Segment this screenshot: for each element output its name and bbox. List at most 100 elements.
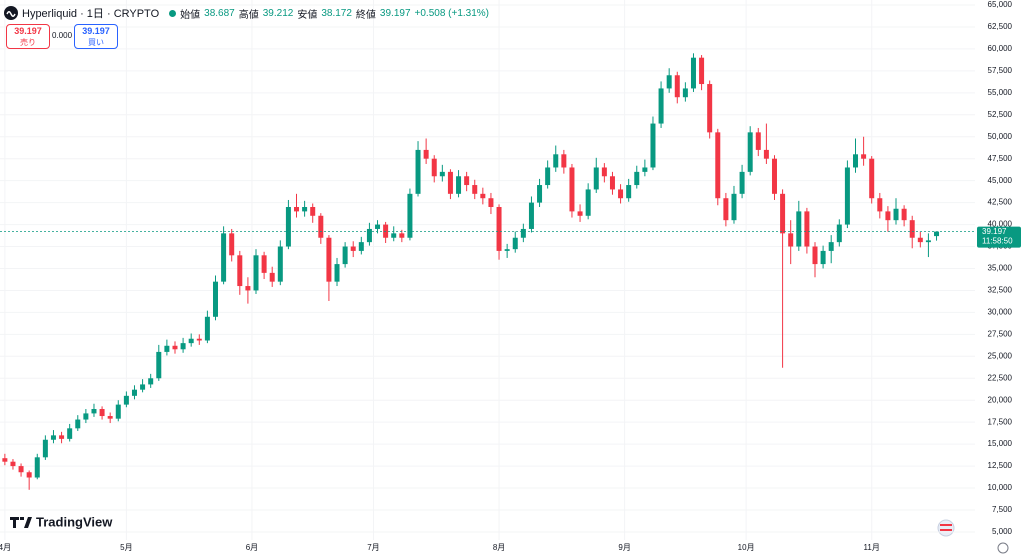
value: 39.197 [379, 7, 411, 19]
y-tick-label: 17,500 [988, 417, 1013, 426]
countdown: 11:58:50 [982, 237, 1013, 246]
candle-body [520, 228, 526, 238]
candle-body [828, 242, 834, 251]
y-tick-label: 60,000 [988, 44, 1013, 53]
candle-body [447, 171, 453, 194]
candle-body [156, 351, 162, 379]
y-tick-label: 22,500 [988, 373, 1013, 382]
candle-body [221, 233, 227, 282]
candle-body [804, 211, 810, 247]
candle-body [642, 167, 648, 172]
y-tick-label: 35,000 [988, 264, 1013, 273]
y-tick-label: 50,000 [988, 132, 1013, 141]
y-tick-label: 12,500 [988, 461, 1013, 470]
candle-body [391, 233, 397, 238]
candle-body [577, 211, 583, 216]
x-tick-label: 6月 [246, 543, 258, 552]
y-tick-label: 10,000 [988, 483, 1013, 492]
y-tick-label: 45,000 [988, 176, 1013, 185]
last-price-box [977, 226, 1021, 248]
candle-body [901, 208, 907, 221]
x-tick-label: 8月 [493, 543, 505, 552]
candle-body [326, 237, 332, 282]
candle-body [423, 149, 429, 159]
candle-body [739, 171, 745, 194]
candle-body [123, 395, 129, 405]
x-tick-label: 10月 [738, 543, 755, 552]
candle-body [844, 167, 850, 225]
candle-body [115, 404, 121, 419]
candle-body [245, 286, 251, 291]
candle-body [10, 461, 16, 467]
sell-button[interactable]: 39.197 売り [6, 24, 50, 49]
candle-body [788, 233, 794, 247]
candle-body [537, 185, 543, 203]
label: 始値 [180, 9, 201, 21]
label: 買い [88, 38, 104, 47]
candle-body [285, 207, 291, 247]
y-tick-label: 25,000 [988, 351, 1013, 360]
candle-body [488, 198, 494, 208]
flag-icon [937, 519, 955, 537]
candle-body [496, 207, 502, 251]
candle-body [917, 237, 923, 243]
candle-body [853, 154, 859, 168]
candle-body [42, 439, 48, 458]
y-tick-label: 47,500 [988, 154, 1013, 163]
candle-body [269, 272, 275, 282]
symbol[interactable]: Hyperliquid · 1日 · CRYPTO [22, 8, 160, 20]
price: 39.197 [82, 26, 110, 36]
candle-body [318, 215, 324, 238]
candle-body [699, 57, 705, 85]
y-tick-label: 27,500 [988, 329, 1013, 338]
candle-body [34, 457, 40, 478]
candle-body [59, 435, 65, 439]
x-tick-label: 5月 [120, 543, 132, 552]
value: 39.212 [262, 7, 294, 19]
candle-body [310, 207, 316, 216]
y-tick-label: 65,000 [988, 0, 1013, 9]
candle-body [763, 149, 769, 159]
candle-body [350, 246, 356, 251]
candle-body [601, 167, 607, 177]
candle-body [593, 167, 599, 190]
candle-body [472, 185, 478, 194]
candle-body [188, 338, 194, 344]
candle-body [75, 419, 81, 429]
candle-body [771, 158, 777, 194]
candle-body [180, 343, 186, 350]
candle-body [464, 176, 470, 186]
candle-body [107, 416, 113, 419]
y-tick-label: 7,500 [992, 505, 1013, 514]
candle-body [164, 345, 170, 352]
candle-body [148, 378, 154, 385]
candle-body [196, 338, 202, 341]
candle-body [204, 316, 210, 341]
candle-body [383, 224, 389, 238]
candle-body [261, 255, 267, 273]
y-tick-label: 15,000 [988, 439, 1013, 448]
y-tick-label: 37,500 [988, 242, 1013, 251]
y-tick-label: 5,000 [992, 527, 1013, 536]
status-dot [169, 9, 177, 17]
last-price-label: 39.197 [982, 227, 1007, 236]
candle-body [553, 154, 559, 168]
candle-body [634, 171, 640, 186]
change: +0.508 (+1.31%) [414, 7, 490, 19]
candle-body [229, 233, 235, 256]
symbol-icon [4, 6, 18, 20]
y-tick-label: 42,500 [988, 198, 1013, 207]
candle-body [67, 428, 73, 439]
candle-body [861, 154, 867, 159]
candle-body [302, 207, 308, 212]
settings-icon[interactable] [997, 542, 1009, 554]
candle-body [796, 211, 802, 247]
candle-body [747, 132, 753, 172]
x-tick-label: 9月 [618, 543, 630, 552]
candle-body [626, 185, 632, 199]
candle-body [342, 246, 348, 265]
candle-body [618, 189, 624, 199]
buy-button[interactable]: 39.197 買い [74, 24, 118, 49]
